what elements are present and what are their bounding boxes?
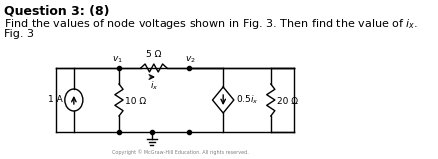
Text: $i_x$: $i_x$ bbox=[150, 79, 158, 91]
Text: $0.5i_x$: $0.5i_x$ bbox=[237, 94, 259, 106]
Text: 10 Ω: 10 Ω bbox=[125, 97, 146, 107]
Text: $v_2$: $v_2$ bbox=[185, 55, 196, 65]
Text: Copyright © McGraw-Hill Education. All rights reserved.: Copyright © McGraw-Hill Education. All r… bbox=[112, 149, 249, 155]
Text: $v_1$: $v_1$ bbox=[112, 55, 123, 65]
Text: Find the values of node voltages shown in Fig. 3. Then find the value of $i_x$.: Find the values of node voltages shown i… bbox=[4, 17, 418, 31]
Text: 20 Ω: 20 Ω bbox=[276, 97, 297, 107]
Text: 5 Ω: 5 Ω bbox=[146, 50, 162, 59]
Text: Fig. 3: Fig. 3 bbox=[4, 29, 34, 39]
Text: Question 3: (8): Question 3: (8) bbox=[4, 5, 109, 18]
Text: 1 A: 1 A bbox=[48, 96, 62, 104]
